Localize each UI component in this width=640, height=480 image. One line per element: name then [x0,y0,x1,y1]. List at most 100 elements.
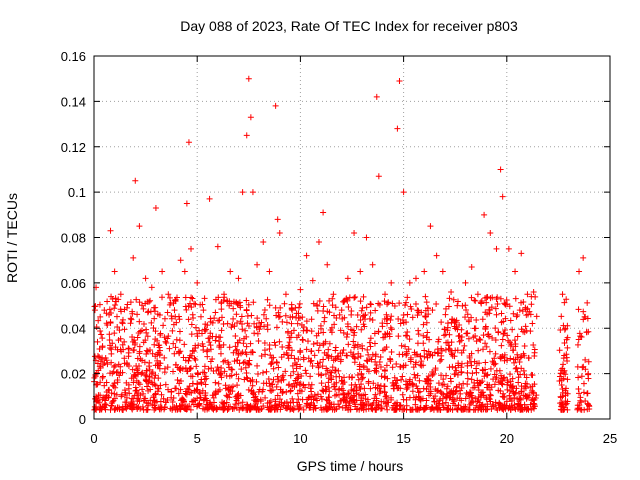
data-point [143,347,150,354]
data-point [316,298,323,305]
data-point [483,396,490,403]
data-point [168,315,175,322]
data-point [318,396,325,403]
data-point [320,387,327,394]
data-point [308,316,315,323]
data-point [355,376,362,383]
data-point [500,406,507,413]
data-point [480,332,487,339]
data-point [232,401,239,408]
data-point [398,342,405,349]
data-point [533,313,540,320]
data-point [451,323,458,330]
data-point [256,326,263,333]
data-point [139,357,146,364]
data-point [383,311,390,318]
data-point [384,406,391,413]
y-tick-label: 0.08 [61,231,86,246]
data-point [442,399,449,406]
data-point [380,347,387,354]
data-point [154,385,161,392]
data-point [358,401,365,408]
data-point [330,291,337,298]
data-point [462,302,469,309]
data-point [233,397,240,404]
data-point [480,389,487,396]
data-point [372,391,379,398]
data-point [111,390,118,397]
data-point [246,361,253,368]
data-point [236,337,243,344]
data-point [456,338,463,345]
data-point [493,245,500,252]
data-point [308,347,315,354]
data-point [256,320,263,327]
data-point [174,406,181,413]
data-point [369,317,376,324]
data-point [232,343,239,350]
data-point [260,380,267,387]
data-point [400,319,407,326]
data-point [387,317,394,324]
data-point [388,313,395,320]
data-point [324,261,331,268]
data-point [399,373,406,380]
data-point [97,313,104,320]
data-point [423,397,430,404]
data-point [104,361,111,368]
data-point [132,177,139,184]
data-point [166,294,173,301]
data-point [454,302,461,309]
data-point [520,392,527,399]
data-point [510,388,517,395]
data-point [416,377,423,384]
data-point [262,394,269,401]
data-point [99,374,106,381]
data-point [393,361,400,368]
data-point [172,361,179,368]
data-point [251,320,258,327]
data-point [398,376,405,383]
data-point [266,380,273,387]
data-point [109,382,116,389]
data-point [222,357,229,364]
data-point [336,385,343,392]
data-point [243,351,250,358]
data-point [482,359,489,366]
y-tick-label: 0.1 [68,185,86,200]
data-point [492,305,499,312]
data-point [465,335,472,342]
data-point [303,346,310,353]
data-point [506,303,513,310]
data-point [458,349,465,356]
data-point [227,387,234,394]
data-point [243,132,250,139]
data-point [213,367,220,374]
data-point [325,346,332,353]
data-point [199,340,206,347]
data-point [270,376,277,383]
data-point [509,383,516,390]
data-point [580,308,587,315]
data-point [345,341,352,348]
data-point [291,383,298,390]
data-point [429,352,436,359]
data-point [318,371,325,378]
data-point [295,332,302,339]
data-point [412,301,419,308]
data-point [418,358,425,365]
data-point [512,365,519,372]
data-point [101,403,108,410]
data-point [280,372,287,379]
data-point [394,377,401,384]
data-point [224,320,231,327]
chart-title: Day 088 of 2023, Rate Of TEC Index for r… [180,18,518,34]
data-point [235,390,242,397]
data-point [339,350,346,357]
data-point [563,336,570,343]
data-point [348,381,355,388]
data-point [221,368,228,375]
data-point [505,245,512,252]
data-point [303,252,310,259]
data-point [231,404,238,411]
